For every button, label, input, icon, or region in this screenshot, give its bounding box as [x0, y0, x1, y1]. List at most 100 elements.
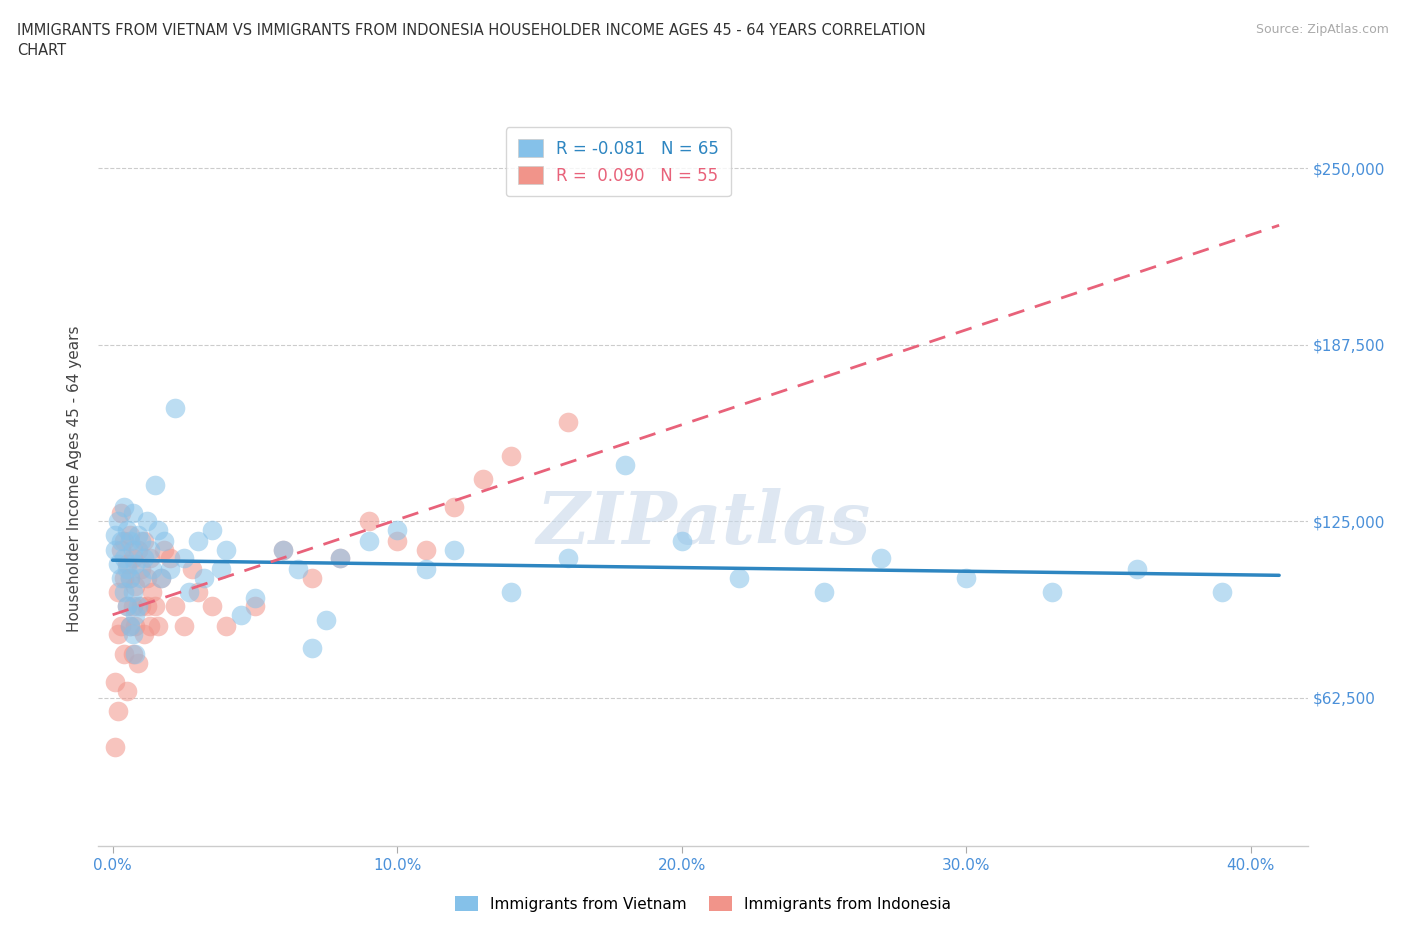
Point: [813, 585, 835, 600]
Point: [115, 562, 138, 577]
Point: [385, 523, 408, 538]
Point: [301, 641, 323, 656]
Point: [132, 627, 155, 642]
Point: [124, 618, 146, 633]
Point: [357, 514, 380, 529]
Point: [121, 551, 143, 565]
Point: [471, 472, 494, 486]
Point: [129, 534, 152, 549]
Point: [187, 585, 209, 600]
Point: [385, 534, 408, 549]
Point: [955, 570, 977, 585]
Point: [671, 534, 693, 549]
Point: [153, 542, 176, 557]
Point: [107, 585, 129, 600]
Point: [110, 534, 132, 549]
Point: [127, 542, 149, 557]
Point: [143, 477, 166, 492]
Point: [110, 542, 132, 557]
Point: [159, 551, 181, 565]
Point: [869, 551, 891, 565]
Point: [127, 528, 149, 543]
Point: [112, 534, 135, 549]
Point: [112, 646, 135, 661]
Point: [499, 449, 522, 464]
Point: [173, 551, 195, 565]
Point: [613, 458, 636, 472]
Point: [118, 618, 141, 633]
Y-axis label: Householder Income Ages 45 - 64 years: Householder Income Ages 45 - 64 years: [67, 326, 83, 632]
Point: [215, 542, 238, 557]
Point: [112, 499, 135, 514]
Point: [118, 570, 141, 585]
Point: [329, 551, 352, 565]
Point: [146, 523, 169, 538]
Point: [150, 570, 173, 585]
Point: [499, 585, 522, 600]
Point: [132, 534, 155, 549]
Point: [110, 618, 132, 633]
Point: [121, 505, 143, 520]
Point: [104, 675, 127, 690]
Point: [124, 646, 146, 661]
Point: [138, 618, 160, 633]
Point: [121, 627, 143, 642]
Point: [215, 618, 238, 633]
Point: [415, 542, 437, 557]
Point: [173, 618, 195, 633]
Point: [110, 570, 132, 585]
Point: [110, 505, 132, 520]
Point: [107, 556, 129, 571]
Point: [115, 523, 138, 538]
Point: [153, 534, 176, 549]
Point: [104, 528, 127, 543]
Point: [135, 514, 157, 529]
Point: [112, 570, 135, 585]
Point: [129, 570, 152, 585]
Point: [112, 585, 135, 600]
Point: [118, 618, 141, 633]
Point: [115, 599, 138, 614]
Point: [104, 542, 127, 557]
Point: [181, 562, 204, 577]
Point: [135, 570, 157, 585]
Point: [301, 570, 323, 585]
Point: [115, 599, 138, 614]
Point: [243, 591, 266, 605]
Point: [159, 562, 181, 577]
Point: [557, 415, 579, 430]
Point: [118, 534, 141, 549]
Point: [443, 542, 465, 557]
Point: [141, 562, 163, 577]
Point: [141, 585, 163, 600]
Point: [118, 528, 141, 543]
Point: [107, 627, 129, 642]
Point: [107, 514, 129, 529]
Point: [329, 551, 352, 565]
Point: [115, 556, 138, 571]
Point: [229, 607, 252, 622]
Point: [209, 562, 232, 577]
Point: [287, 562, 309, 577]
Point: [415, 562, 437, 577]
Point: [132, 551, 155, 565]
Point: [121, 599, 143, 614]
Point: [1211, 585, 1233, 600]
Point: [243, 599, 266, 614]
Point: [121, 646, 143, 661]
Point: [179, 585, 201, 600]
Point: [201, 599, 224, 614]
Point: [150, 570, 173, 585]
Point: [118, 570, 141, 585]
Point: [124, 607, 146, 622]
Point: [138, 551, 160, 565]
Legend: R = -0.081   N = 65, R =  0.090   N = 55: R = -0.081 N = 65, R = 0.090 N = 55: [506, 127, 731, 196]
Point: [727, 570, 749, 585]
Legend: Immigrants from Vietnam, Immigrants from Indonesia: Immigrants from Vietnam, Immigrants from…: [449, 889, 957, 918]
Point: [121, 585, 143, 600]
Point: [1126, 562, 1149, 577]
Point: [557, 551, 579, 565]
Text: Source: ZipAtlas.com: Source: ZipAtlas.com: [1256, 23, 1389, 36]
Point: [138, 542, 160, 557]
Point: [129, 562, 152, 577]
